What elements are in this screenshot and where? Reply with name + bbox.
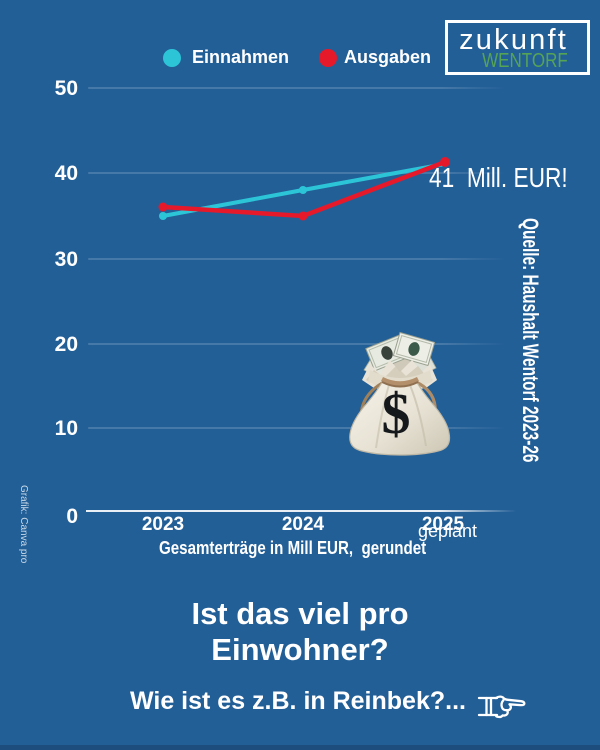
svg-text:$: $: [382, 381, 411, 446]
